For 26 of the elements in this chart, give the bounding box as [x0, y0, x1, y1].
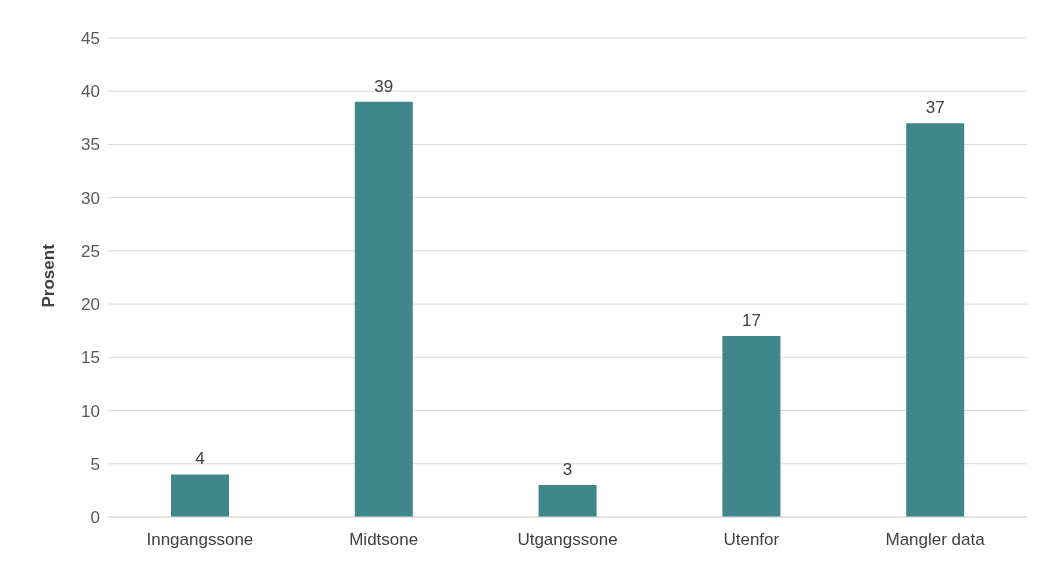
y-tick-label: 0 [90, 508, 100, 528]
y-tick-label: 5 [90, 454, 100, 474]
bar [722, 336, 781, 517]
bar [171, 474, 229, 517]
y-tick-label: 35 [81, 135, 100, 155]
data-label: 39 [374, 76, 394, 96]
bar [538, 485, 597, 517]
y-tick-label: 40 [81, 82, 100, 102]
x-tick-label: Inngangssone [146, 530, 254, 550]
y-tick-label: 10 [81, 401, 100, 421]
y-tick-label: 45 [81, 29, 100, 49]
y-tick-label: 30 [81, 188, 100, 208]
data-label: 3 [562, 460, 573, 480]
bar [354, 101, 413, 517]
y-axis-title: Prosent [39, 243, 59, 308]
data-label: 4 [195, 449, 205, 469]
y-tick-label: 20 [81, 295, 100, 315]
bar [906, 123, 965, 517]
x-tick-label: Mangler data [885, 530, 986, 550]
x-tick-label: Utgangssone [517, 530, 618, 550]
x-tick-label: Midtsone [349, 530, 419, 550]
x-tick-label: Utenfor [723, 530, 780, 550]
data-label: 17 [741, 311, 761, 331]
data-label: 37 [925, 98, 945, 118]
y-tick-label: 15 [81, 348, 100, 368]
y-tick-label: 25 [81, 241, 100, 261]
